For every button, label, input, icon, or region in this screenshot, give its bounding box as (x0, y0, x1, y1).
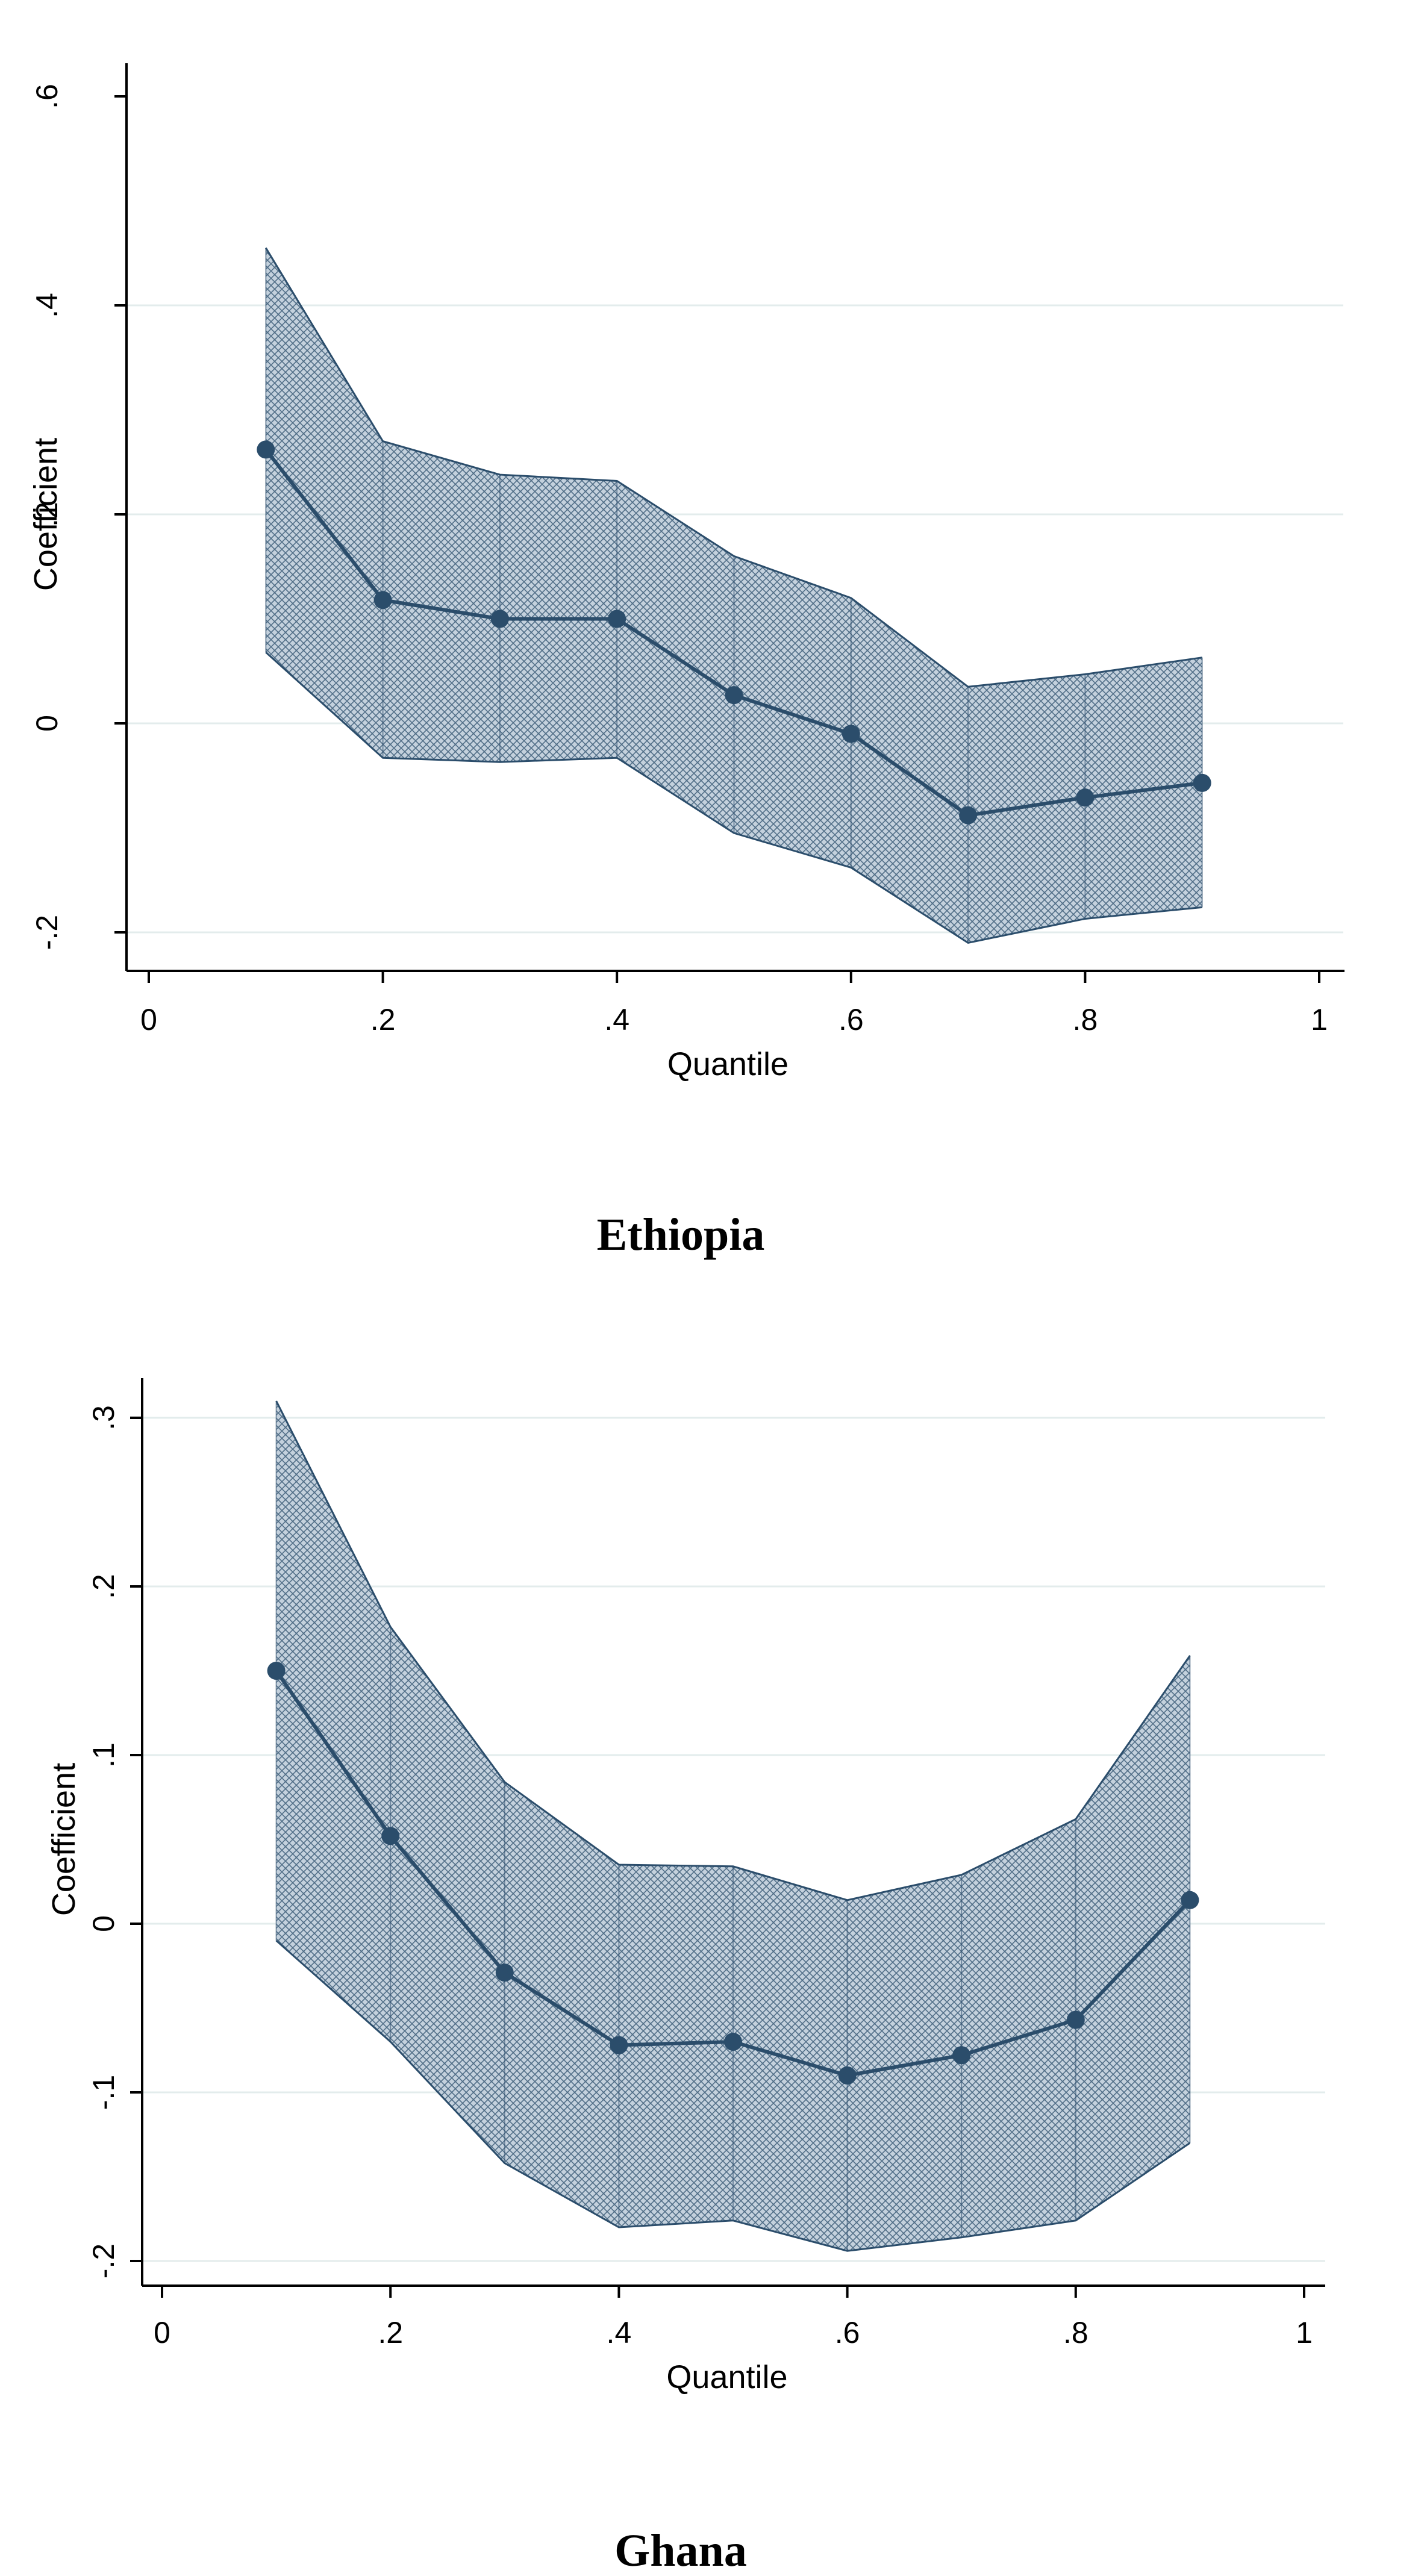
coefficient-point (959, 806, 978, 825)
upper-bound-line (275, 1400, 1191, 1901)
coefficient-point (610, 2036, 628, 2054)
coefficient-point (495, 1963, 514, 1982)
chart-caption: Ethiopia (597, 1209, 765, 1260)
coefficient-point (608, 610, 626, 628)
x-tick-label: 0 (140, 1003, 157, 1037)
coefficient-point (952, 2046, 971, 2065)
x-tick-label: .2 (370, 1003, 396, 1037)
y-tick-label: -.1 (87, 2075, 120, 2110)
x-axis-title: Quantile (667, 1046, 789, 1082)
x-tick-label: .4 (607, 2316, 632, 2350)
y-tick-label: .2 (30, 502, 64, 527)
y-tick-label: .6 (30, 84, 64, 109)
x-tick-label: 0 (154, 2316, 170, 2350)
coefficient-point (1193, 773, 1211, 792)
chart-panel-ghana: 0 .2 .4 .6 .8 1 -.2 -.1 0 .1 .2 .3 Quantile Coefficie… (46, 1378, 1325, 2576)
coefficient-point (725, 686, 743, 705)
chart-caption: Ghana (614, 2525, 747, 2576)
coefficient-point (842, 725, 860, 743)
coefficient-point (381, 1827, 400, 1845)
x-tick-label: .6 (839, 1003, 864, 1037)
x-tick-label: .2 (378, 2316, 403, 2350)
coefficient-point (1066, 2010, 1085, 2029)
x-tick-label: .4 (604, 1003, 629, 1037)
x-axis-title: Quantile (666, 2359, 787, 2395)
lower-bound-line (265, 651, 1202, 944)
y-tick-label: 0 (87, 1915, 120, 1932)
y-tick-label: -.2 (30, 915, 64, 950)
coefficient-point (1076, 788, 1095, 807)
x-tick-label: .6 (835, 2316, 860, 2350)
coefficient-point (267, 1662, 286, 1680)
y-tick-label: .3 (87, 1405, 120, 1430)
x-tick-label: 1 (1296, 2316, 1313, 2350)
coefficient-point (490, 610, 509, 628)
lower-bound-line (275, 1939, 1191, 2252)
upper-bound-line (265, 247, 1202, 688)
coefficient-point (1181, 1891, 1199, 1909)
coefficient-point (838, 2066, 857, 2085)
y-axis-title: Coefficient (28, 438, 64, 591)
y-tick-label: .4 (30, 293, 64, 318)
y-tick-label: -.2 (87, 2244, 120, 2278)
y-tick-label: 0 (30, 715, 64, 732)
coefficient-point (257, 440, 275, 459)
y-axis-title: Coefficient (46, 1763, 82, 1916)
coefficient-point (373, 591, 392, 610)
chart-panel-ethiopia: 0 .2 .4 .6 .8 1 -.2 0 .2 .4 .6 Quantile Coefficient E… (28, 63, 1344, 1260)
x-tick-label: 1 (1311, 1003, 1328, 1037)
x-tick-label: .8 (1063, 2316, 1088, 2350)
coefficient-point (724, 2033, 742, 2051)
x-tick-label: .8 (1073, 1003, 1098, 1037)
y-tick-label: .1 (87, 1742, 120, 1768)
y-tick-label: .2 (87, 1574, 120, 1599)
